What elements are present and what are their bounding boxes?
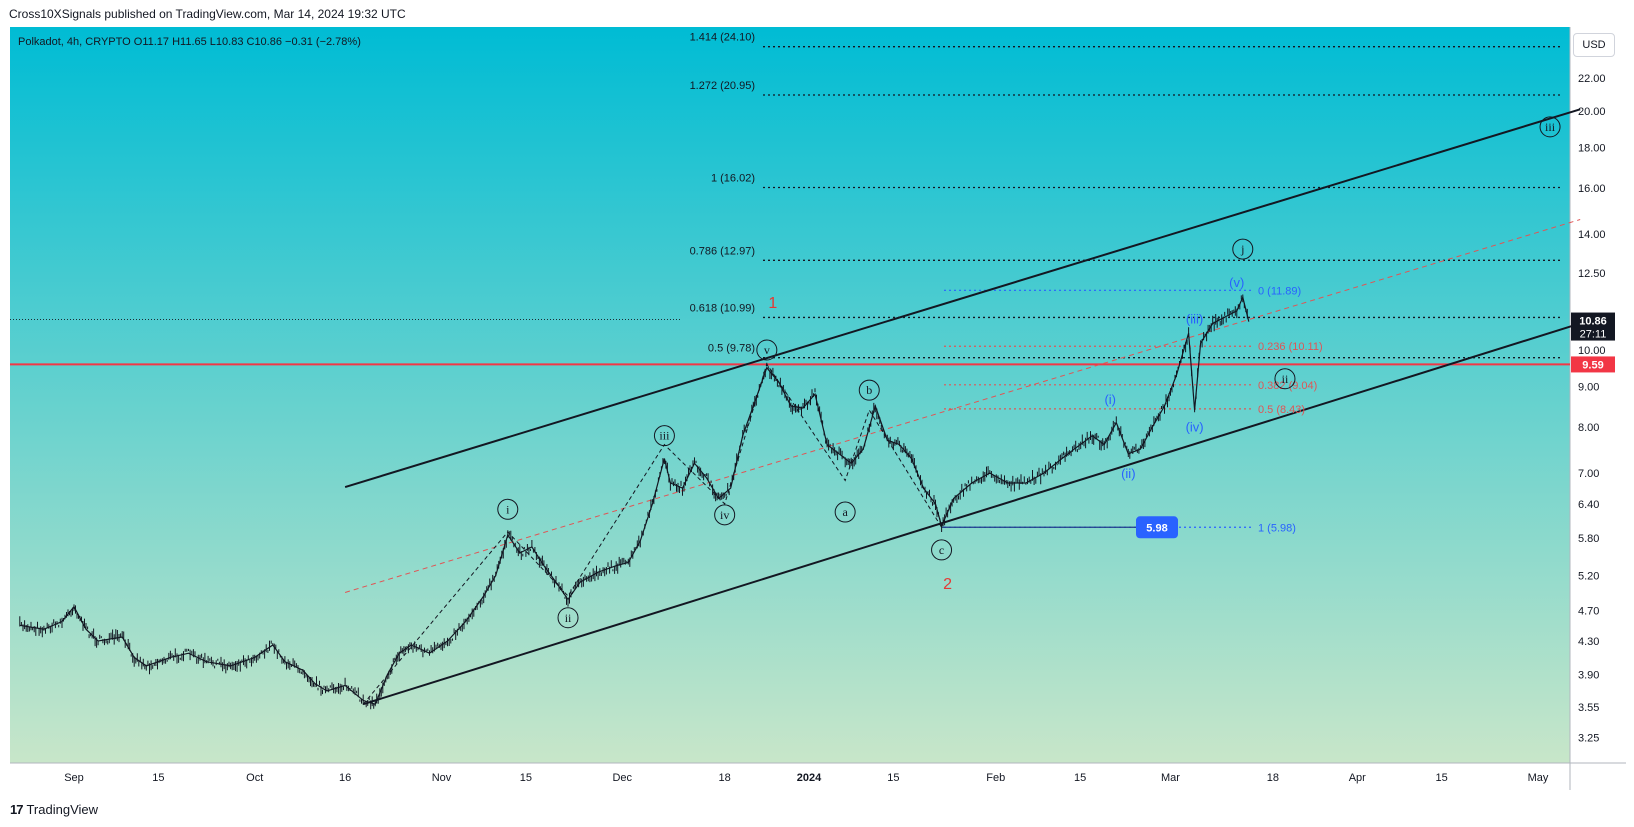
- support-price-tag: [1571, 356, 1615, 373]
- x-tick-label-12: Mar: [1161, 772, 1180, 784]
- tradingview-footer: 17 TradingView: [10, 802, 98, 817]
- y-tick-label-12: 12.50: [1578, 268, 1606, 280]
- plot-background: [10, 27, 1570, 763]
- fib-retrace-label-3: 0.5 (8.43): [1258, 404, 1305, 416]
- currency-button[interactable]: USD: [1573, 33, 1615, 57]
- fib-ext-label-0: 0.5 (9.78): [708, 343, 755, 355]
- y-tick-label-7: 6.40: [1578, 499, 1599, 511]
- wave-circle-3: [714, 504, 736, 526]
- wave-label-8: 1: [768, 295, 777, 312]
- fib-retrace-label-0: 0 (11.89): [1258, 285, 1301, 297]
- y-tick-label-10: 9.00: [1578, 381, 1599, 393]
- x-tick-label-1: 15: [152, 772, 164, 784]
- wave-circle-1: [557, 607, 579, 629]
- wave-circle-6: [858, 379, 880, 401]
- fib-retrace-label-2: 0.382 (9.04): [1258, 380, 1317, 392]
- wave-circle-11: [1274, 368, 1296, 390]
- x-tick-label-9: 15: [887, 772, 899, 784]
- fib-ext-label-1: 0.618 (10.99): [690, 302, 755, 314]
- wave-circle-0: [497, 498, 519, 520]
- wave-label-14: (ii): [1121, 466, 1135, 481]
- wave-circle-4: [756, 339, 778, 361]
- wave-label-13: (i): [1104, 392, 1116, 407]
- wave-label-0: i: [506, 502, 510, 516]
- price-series-line: [19, 295, 1250, 705]
- wave-label-10: j: [1240, 242, 1244, 256]
- wave-label-16: (iv): [1186, 419, 1204, 434]
- wave-circle-5: [834, 501, 856, 523]
- fib-ext-label-4: 1.272 (20.95): [690, 80, 755, 92]
- tradingview-brand: TradingView: [26, 802, 99, 817]
- y-tick-label-1: 3.55: [1578, 702, 1599, 714]
- y-tick-label-6: 5.80: [1578, 533, 1599, 545]
- support-price-label: 9.59: [1582, 359, 1603, 371]
- wave-label-17: (v): [1229, 275, 1244, 290]
- fib-ext-label-5: 1.414 (24.10): [690, 32, 755, 44]
- wave-label-5: a: [842, 505, 848, 519]
- y-tick-label-14: 16.00: [1578, 183, 1606, 195]
- x-tick-label-0: Sep: [64, 772, 84, 784]
- wave-label-1: ii: [565, 611, 572, 625]
- x-tick-label-4: Nov: [432, 772, 452, 784]
- wave-label-7: c: [939, 543, 944, 557]
- fib-retrace-label-1: 0.236 (10.11): [1258, 341, 1323, 353]
- channel-lower-line: [362, 322, 1581, 706]
- countdown-label: 27:11: [1580, 329, 1607, 341]
- wave-label-2: iii: [659, 429, 670, 443]
- y-tick-label-17: 22.00: [1578, 73, 1606, 85]
- y-tick-label-13: 14.00: [1578, 229, 1606, 241]
- fib-ext-label-2: 0.786 (12.97): [690, 245, 755, 257]
- wave-label-9: 2: [943, 576, 952, 593]
- channel-upper-line: [344, 108, 1581, 489]
- wave-circle-2: [653, 425, 675, 447]
- x-tick-label-8: 2024: [797, 772, 822, 784]
- low-price-box-label: 5.98: [1146, 522, 1167, 534]
- price-chart[interactable]: 0.5 (9.78) 0.618 (10.99) 0.786 (12.97) 1 (1…: [0, 0, 1634, 800]
- y-tick-label-9: 8.00: [1578, 422, 1599, 434]
- symbol-info: Polkadot, 4h, CRYPTO O11.17 H11.65 L10.8…: [18, 36, 361, 48]
- x-tick-label-5: 15: [520, 772, 532, 784]
- y-tick-label-2: 3.90: [1578, 670, 1599, 682]
- publish-header: Cross10XSignals published on TradingView…: [9, 7, 406, 21]
- wave-label-15: (iii): [1186, 311, 1203, 326]
- impulse-wave-path: [362, 362, 943, 705]
- last-price-tag: [1571, 312, 1615, 341]
- wave-circle-10: [1232, 238, 1254, 260]
- low-price-box: [1136, 516, 1178, 539]
- x-tick-label-16: May: [1528, 772, 1549, 784]
- wave-label-6: b: [866, 383, 872, 397]
- wave-label-12: iii: [1545, 120, 1556, 134]
- y-tick-label-8: 7.00: [1578, 468, 1599, 480]
- last-price-label: 10.86: [1579, 316, 1607, 328]
- wave-circle-7: [931, 539, 953, 561]
- y-tick-label-0: 3.25: [1578, 733, 1599, 745]
- channel-mid-line: [344, 219, 1581, 593]
- x-tick-label-7: 18: [719, 772, 731, 784]
- x-tick-label-11: 15: [1074, 772, 1086, 784]
- tradingview-logo-icon: 17: [10, 802, 24, 817]
- x-tick-label-13: 18: [1267, 772, 1279, 784]
- price-axis-background: [1570, 27, 1626, 763]
- wave-label-3: iv: [720, 508, 729, 522]
- y-tick-label-16: 20.00: [1578, 106, 1606, 118]
- y-tick-label-4: 4.70: [1578, 605, 1599, 617]
- wave-label-4: v: [764, 343, 770, 357]
- fib-retrace-label-4: 1 (5.98): [1258, 522, 1296, 534]
- x-tick-label-10: Feb: [986, 772, 1005, 784]
- fib-ext-label-3: 1 (16.02): [711, 173, 755, 185]
- y-tick-label-3: 4.30: [1578, 636, 1599, 648]
- x-tick-label-3: 16: [339, 772, 351, 784]
- wave-label-11: ii: [1282, 372, 1289, 386]
- y-tick-label-15: 18.00: [1578, 142, 1606, 154]
- y-tick-label-5: 5.20: [1578, 570, 1599, 582]
- wave-circle-12: [1539, 116, 1561, 138]
- x-tick-label-15: 15: [1435, 772, 1447, 784]
- y-tick-label-11: 10.00: [1578, 345, 1606, 357]
- x-tick-label-6: Dec: [612, 772, 632, 784]
- x-tick-label-14: Apr: [1349, 772, 1366, 784]
- x-tick-label-2: Oct: [246, 772, 263, 784]
